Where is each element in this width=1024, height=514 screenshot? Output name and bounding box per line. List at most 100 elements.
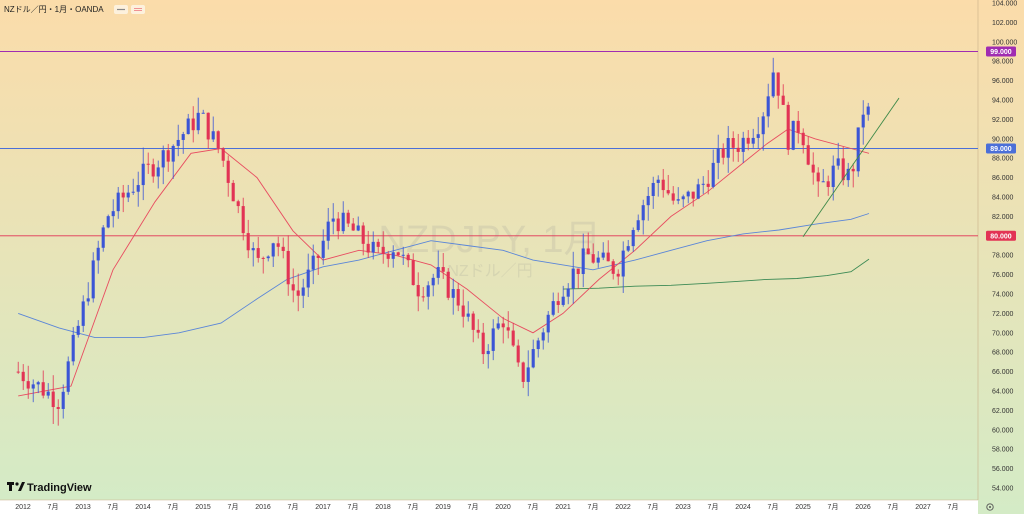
candle-body-8 — [56, 407, 60, 409]
candle-body-108 — [556, 301, 560, 305]
x-tick-label-13: 7月 — [408, 503, 419, 511]
candle-body-140 — [716, 148, 720, 163]
legend-dot-red-box[interactable] — [131, 5, 145, 14]
price-tag-80.000 — [986, 230, 1016, 241]
tradingview-logo-text: TradingView — [27, 482, 92, 494]
candle-body-26 — [146, 163, 150, 165]
price-tag-99.000 — [986, 46, 1016, 57]
y-tick-label-22: 60.000 — [992, 427, 1014, 434]
candle-body-119 — [611, 261, 615, 274]
candle-body-130 — [666, 190, 670, 194]
candle-body-4 — [36, 382, 40, 385]
candle-body-74 — [386, 253, 390, 259]
candle-body-38 — [206, 112, 210, 140]
x-tick-label-19: 7月 — [588, 503, 599, 511]
x-tick-label-4: 2014 — [135, 504, 151, 511]
candle-body-147 — [751, 137, 755, 144]
candle-body-92 — [476, 329, 480, 333]
x-tick-label-28: 2026 — [855, 504, 871, 511]
price-tag-label-99.000: 99.000 — [990, 49, 1012, 56]
candle-body-79 — [411, 260, 415, 286]
candle-body-129 — [661, 179, 665, 191]
candle-body-154 — [786, 104, 790, 150]
x-tick-label-17: 7月 — [528, 503, 539, 511]
candle-body-58 — [306, 269, 310, 288]
y-tick-label-18: 68.000 — [992, 350, 1014, 357]
x-tick-label-14: 2019 — [435, 504, 451, 511]
watermark: NZDJPY, 1月 NZドル／円 — [378, 219, 601, 280]
candle-body-105 — [541, 332, 545, 341]
candle-body-124 — [636, 220, 640, 231]
candle-body-161 — [821, 181, 825, 183]
candle-body-69 — [361, 225, 365, 244]
candle-body-123 — [631, 230, 635, 247]
time-axis-ticks: 2012 7月 2013 7月 2014 7月 2015 7月 2016 7月 2017 7月 2018… — [15, 503, 958, 511]
candle-body-18 — [106, 216, 110, 228]
candle-body-148 — [756, 134, 760, 138]
candle-body-19 — [111, 211, 115, 217]
x-tick-label-5: 7月 — [168, 503, 179, 511]
candle-body-14 — [86, 298, 90, 302]
candle-body-127 — [651, 182, 655, 196]
candle-body-95 — [491, 328, 495, 351]
candle-body-27 — [151, 164, 155, 177]
x-tick-label-2: 2013 — [75, 504, 91, 511]
settings-gear-icon[interactable] — [986, 503, 994, 511]
candle-body-67 — [351, 223, 355, 231]
candle-body-42 — [226, 160, 230, 183]
candle-body-52 — [276, 243, 280, 247]
candle-body-29 — [161, 150, 165, 168]
candle-body-113 — [581, 248, 585, 275]
candle-body-12 — [76, 325, 80, 335]
candle-body-112 — [576, 268, 580, 275]
price-axis-ticks: 104.000 102.000 100.000 98.000 96.000 94.000 9… — [992, 1, 1017, 493]
candle-body-39 — [211, 131, 215, 140]
candle-body-53 — [281, 246, 285, 251]
candle-body-142 — [726, 138, 730, 158]
candle-body-9 — [61, 391, 65, 409]
candle-body-138 — [706, 183, 710, 187]
x-tick-label-8: 2016 — [255, 504, 271, 511]
y-tick-label-7: 90.000 — [992, 136, 1014, 143]
candle-body-146 — [746, 137, 750, 144]
candle-body-89 — [461, 305, 465, 317]
candle-body-93 — [481, 332, 485, 355]
candle-body-59 — [311, 255, 315, 270]
price-tag-label-80.000: 80.000 — [990, 233, 1012, 240]
candle-body-25 — [141, 163, 145, 186]
candle-body-7 — [51, 391, 55, 408]
moving-average-red — [18, 128, 870, 397]
candle-body-57 — [301, 287, 305, 296]
candle-body-164 — [836, 158, 840, 166]
candle-body-122 — [626, 246, 630, 251]
candle-body-167 — [851, 168, 855, 172]
x-tick-label-22: 2023 — [675, 504, 691, 511]
candle-body-17 — [101, 227, 105, 248]
candle-body-71 — [371, 241, 375, 253]
y-tick-label-14: 76.000 — [992, 272, 1014, 279]
candle-body-169 — [861, 114, 865, 128]
candle-body-72 — [376, 241, 380, 247]
candle-body-10 — [66, 361, 70, 392]
candle-body-46 — [246, 233, 250, 251]
x-tick-label-12: 2018 — [375, 504, 391, 511]
price-tag-label-89.000: 89.000 — [990, 146, 1012, 153]
candle-body-163 — [831, 165, 835, 188]
candle-body-81 — [421, 296, 425, 298]
x-tick-label-30: 2027 — [915, 504, 931, 511]
candle-body-116 — [596, 257, 600, 263]
candle-body-104 — [536, 340, 540, 350]
candle-body-159 — [811, 164, 815, 173]
tradingview-logo-icon — [7, 482, 25, 491]
candle-body-144 — [736, 147, 740, 152]
candle-body-70 — [366, 243, 370, 253]
candle-body-128 — [656, 179, 660, 183]
candle-body-131 — [671, 193, 675, 201]
y-tick-label-4: 96.000 — [992, 78, 1014, 85]
x-tick-label-29: 7月 — [888, 503, 899, 511]
tradingview-logo[interactable]: TradingView — [7, 482, 92, 494]
candlestick-series — [16, 57, 870, 426]
y-tick-label-9: 86.000 — [992, 175, 1014, 182]
price-axis-background — [978, 0, 1024, 514]
